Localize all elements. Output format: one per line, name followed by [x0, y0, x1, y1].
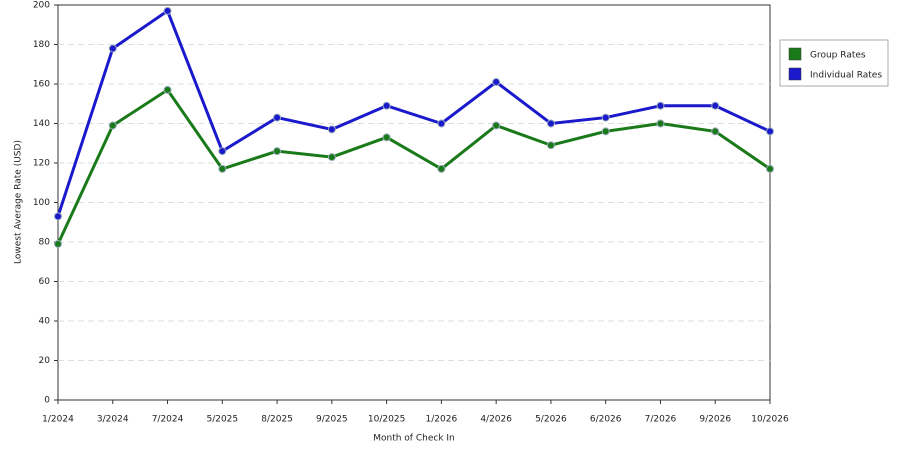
- point: [54, 212, 62, 221]
- series-line: [56, 8, 771, 217]
- x-tick-label: 10/2025: [368, 415, 405, 425]
- x-tick-label: 10/2026: [751, 415, 789, 425]
- point: [218, 147, 227, 156]
- point: [492, 121, 501, 130]
- point: [711, 101, 720, 110]
- point: [382, 133, 391, 142]
- y-tick-label: 80: [39, 238, 51, 248]
- x-tick-label: 6/2026: [590, 415, 622, 425]
- point: [327, 125, 336, 134]
- y-tick-label: 0: [44, 396, 50, 406]
- point: [108, 44, 117, 53]
- y-tick-label: 60: [39, 277, 51, 287]
- x-tick-label: 5/2025: [206, 415, 238, 425]
- point: [766, 164, 774, 173]
- x-tick-label: 5/2026: [535, 415, 567, 425]
- point: [656, 101, 665, 110]
- x-tick-label: 1/2026: [426, 415, 458, 425]
- y-axis-label: Lowest Average Rate (USD): [14, 140, 24, 264]
- point: [218, 164, 227, 173]
- point: [656, 119, 665, 128]
- legend-swatch: [788, 67, 802, 81]
- point: [601, 113, 610, 122]
- y-tick-label: 140: [33, 119, 50, 129]
- x-tick-label: 1/2024: [42, 415, 74, 425]
- point: [163, 85, 172, 94]
- x-tick-label: 4/2026: [480, 415, 512, 425]
- point: [546, 119, 555, 128]
- point: [54, 239, 62, 248]
- point: [273, 147, 282, 156]
- point: [437, 164, 446, 173]
- x-tick-label: 9/2025: [316, 415, 348, 425]
- x-axis-label: Month of Check In: [373, 434, 455, 444]
- y-tick-label: 180: [33, 40, 50, 50]
- y-tick-label: 200: [33, 1, 50, 11]
- y-tick-label: 100: [33, 198, 50, 208]
- series-line: [56, 87, 771, 245]
- x-tick-label: 3/2024: [97, 415, 129, 425]
- x-tick-label: 7/2026: [645, 415, 677, 425]
- legend-label: Group Rates: [810, 51, 866, 61]
- legend-label: Individual Rates: [810, 71, 882, 81]
- point: [546, 141, 555, 150]
- legend-swatch: [788, 47, 802, 61]
- point: [601, 127, 610, 136]
- x-tick-label: 8/2025: [261, 415, 293, 425]
- y-tick-label: 120: [33, 159, 50, 169]
- point: [711, 127, 720, 136]
- y-tick-label: 40: [39, 317, 51, 327]
- y-tick-label: 160: [33, 80, 50, 90]
- x-tick-label: 7/2024: [152, 415, 184, 425]
- point: [382, 101, 391, 110]
- point: [492, 78, 501, 87]
- point: [163, 6, 172, 15]
- point: [766, 127, 774, 136]
- point: [273, 113, 282, 122]
- point: [327, 153, 336, 162]
- y-tick-label: 20: [39, 356, 51, 366]
- x-tick-label: 9/2026: [699, 415, 731, 425]
- point: [437, 119, 446, 128]
- point: [108, 121, 117, 130]
